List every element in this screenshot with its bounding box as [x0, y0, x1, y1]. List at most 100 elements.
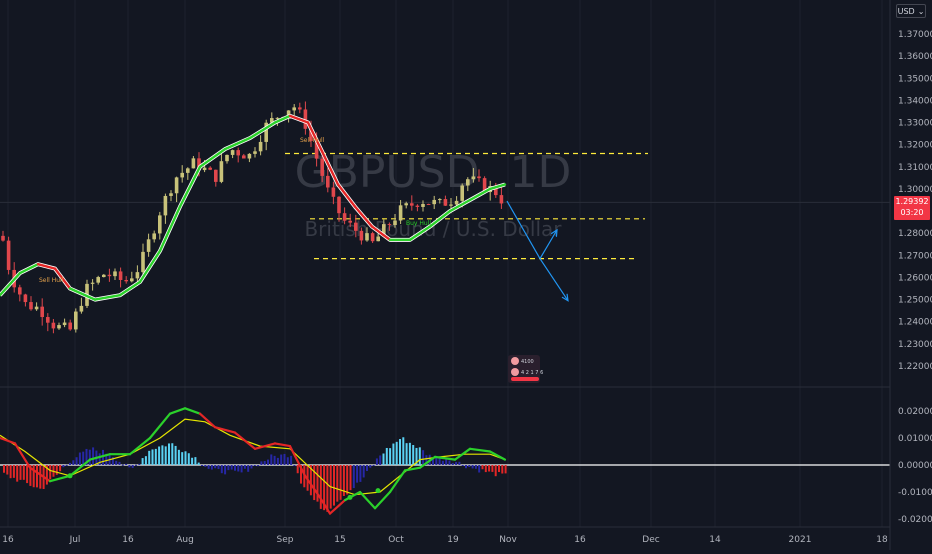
candle-body — [29, 302, 33, 310]
candle-body — [247, 153, 252, 159]
histogram-bar — [379, 455, 382, 465]
histogram-bar — [267, 459, 269, 465]
histogram-bar — [412, 445, 415, 465]
candle-body — [230, 150, 235, 155]
histogram-bar — [39, 465, 42, 489]
hull-ma-segment — [408, 225, 432, 242]
candle-body — [499, 195, 504, 204]
histogram-bar — [286, 457, 289, 465]
histogram-bar — [92, 447, 95, 465]
candle-body — [354, 222, 358, 231]
histogram-bar — [478, 465, 481, 473]
histogram-bar — [270, 454, 273, 465]
candle-body — [365, 233, 369, 241]
candle-body — [258, 141, 263, 152]
candle-body — [460, 185, 464, 201]
hull-ma-segment — [248, 121, 277, 140]
histogram-bar — [484, 465, 487, 473]
histogram-bar — [382, 453, 385, 465]
histogram-bar — [408, 442, 411, 465]
histogram-bar — [339, 465, 342, 500]
indicator-badge[interactable]: 4100 4 2 1 7 6 — [508, 355, 543, 383]
histogram-bar — [438, 456, 441, 465]
histogram-bar — [111, 457, 114, 465]
oscillator-line-segment — [273, 442, 292, 448]
histogram-bar — [102, 449, 104, 465]
candle-body — [186, 168, 190, 173]
histogram-bar — [415, 447, 418, 465]
candle-body — [376, 236, 380, 242]
histogram-bar — [224, 465, 227, 475]
cross-dot — [67, 473, 73, 479]
currency-label[interactable]: USD ⌄ — [896, 4, 926, 18]
oscillator-line-segment — [433, 455, 457, 461]
candle-body — [225, 154, 229, 162]
candle-body — [370, 233, 375, 242]
candle-body — [219, 161, 224, 182]
candle-body — [449, 204, 453, 206]
histogram-bar — [135, 464, 137, 466]
candle-body — [253, 151, 257, 154]
candle-body — [443, 199, 448, 206]
candle-body — [326, 175, 330, 188]
hull-ma-segment — [370, 225, 392, 242]
histogram-bar — [184, 451, 187, 465]
histogram-bar — [313, 465, 316, 501]
histogram-bar — [323, 465, 326, 511]
histogram-bar — [194, 457, 197, 465]
candle-body — [303, 109, 308, 129]
badge-text-1: 4100 — [521, 359, 534, 365]
histogram-bar — [128, 465, 131, 468]
histogram-bar — [181, 452, 184, 465]
price-tick-label: 1.31000 — [898, 163, 932, 173]
histogram-bar — [177, 449, 180, 465]
buy-hull-label: Buy Hull — [406, 220, 431, 227]
candle-body — [292, 107, 296, 111]
histogram-bar — [296, 465, 299, 474]
candle-body — [23, 294, 28, 303]
histogram-bar — [32, 465, 35, 488]
candle-body — [466, 179, 470, 186]
candle-body — [130, 278, 134, 282]
price-tick-label: 1.26000 — [898, 273, 932, 283]
hull-ma-segment — [336, 183, 357, 208]
oscillator-line-segment — [488, 450, 507, 461]
candle-body — [1, 235, 5, 241]
histogram-bar — [88, 449, 91, 465]
histogram-bar — [201, 465, 203, 466]
hull-ma-segment — [488, 183, 507, 191]
projection-arrows[interactable] — [506, 200, 569, 302]
histogram-bar — [174, 445, 177, 465]
histogram-bar — [392, 443, 395, 465]
histogram-bar — [455, 461, 458, 465]
price-tick-label: 1.25000 — [898, 296, 932, 306]
histogram-bar — [458, 461, 461, 465]
candle-body — [118, 271, 123, 281]
candle-body — [421, 203, 425, 207]
histogram-bar — [234, 465, 236, 471]
histogram-bar — [293, 465, 296, 466]
histogram-bar — [125, 463, 128, 465]
candle-body — [169, 193, 173, 196]
histogram-bar — [498, 465, 500, 473]
time-tick-label: 16 — [122, 535, 134, 545]
histogram-bar — [375, 458, 378, 465]
oscillator-line-segment — [48, 474, 72, 483]
histogram-bar — [164, 446, 167, 465]
candle-body — [342, 213, 347, 221]
histogram-bar — [121, 464, 124, 466]
histogram-bar — [204, 465, 207, 467]
hull-ma-segment — [0, 271, 22, 297]
candle-body — [309, 128, 313, 141]
histogram-bar — [237, 465, 240, 472]
histogram-bar — [158, 446, 161, 465]
oscillator-pane — [0, 407, 890, 515]
price-tick-label: 1.36000 — [898, 52, 932, 62]
price-axis[interactable]: 1.37000 1.36000 1.35000 1.34000 1.33000 1.320… — [898, 30, 932, 372]
time-axis[interactable]: 16 Jul 16 Aug Sep 15 Oct 19 Nov 16 Dec 14 2021 18 — [2, 535, 888, 545]
candle-body — [320, 158, 324, 176]
histogram-bar — [405, 443, 408, 465]
oscillator-axis[interactable]: 0.02000 0.01000 0.00000 -0.01000 -0.02000 — [898, 407, 932, 525]
